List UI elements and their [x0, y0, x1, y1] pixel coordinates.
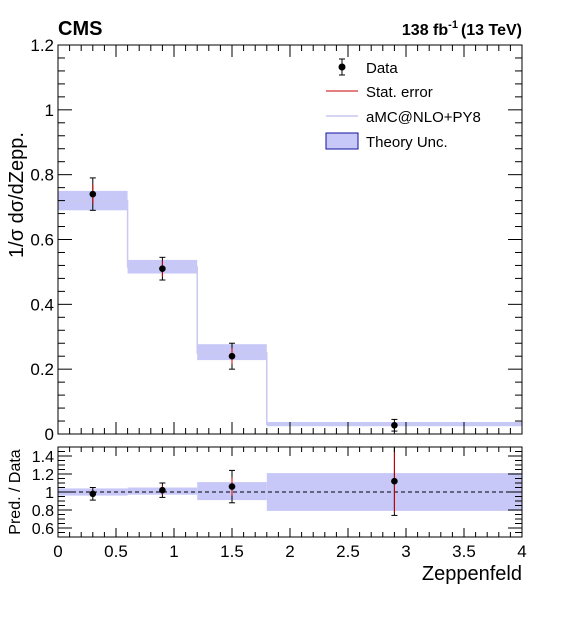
legend-entry-theory: aMC@NLO+PY8 [326, 109, 481, 126]
x-ticklabel-group: 0 0.5 1 1.5 2 2.5 3 3.5 4 [53, 542, 526, 561]
legend: Data Stat. error aMC@NLO+PY8 Theory Unc. [325, 58, 481, 151]
ratio-y-tick-label: 0.6 [32, 521, 54, 538]
main-y-tick-label: 0.4 [30, 295, 54, 314]
main-y-tick-label: 0.8 [30, 166, 54, 185]
x-tick-label: 0 [53, 542, 62, 561]
ratio-y-tick-label: 1.2 [32, 467, 54, 484]
x-tick-label: 1 [169, 542, 178, 561]
legend-entry-data: Data [338, 58, 398, 77]
data-point-group [89, 177, 398, 432]
data-point-marker [391, 421, 398, 429]
ratio-point-marker [228, 483, 236, 490]
ratio-y-tick-label: 1.4 [32, 449, 54, 466]
ratio-tick-group: 0.60.811.21.4 [32, 446, 523, 538]
ratio-panel: 0.60.811.21.4 0 0.5 1 1.5 2 2.5 3 3.5 4 Pred. / … [7, 446, 527, 585]
experiment-label: CMS [58, 18, 102, 40]
ratio-point-marker [89, 490, 97, 498]
legend-theory-unc-swatch [325, 132, 359, 150]
legend-label-stat-error: Stat. error [366, 84, 433, 101]
ratio-point-marker [391, 477, 398, 485]
x-tick-label: 1.5 [220, 542, 244, 561]
legend-data-marker [338, 63, 346, 71]
lumi-exponent: -1 [448, 19, 458, 31]
lumi-value: 138 fb [402, 22, 448, 39]
theory-line-group [58, 199, 522, 426]
luminosity-label: 138 fb-1 (13 TeV) [402, 19, 522, 39]
x-tick-label: 4 [517, 542, 526, 561]
ratio-y-tick-label: 0.8 [32, 503, 54, 520]
x-tick-label: 0.5 [104, 542, 128, 561]
ratio-point-marker [159, 486, 166, 494]
x-tick-label: 3 [401, 542, 410, 561]
main-y-tick-label: 1 [45, 101, 54, 120]
x-tick-label: 3.5 [452, 542, 476, 561]
main-panel: 0 0.2 0.4 0.6 0.8 1 1.2 1/σ dσ/dZepp. Data Sta… [6, 36, 523, 444]
legend-label-theory-unc: Theory Unc. [366, 134, 448, 151]
data-point-marker [159, 265, 166, 272]
x-tick-label: 2.5 [336, 542, 360, 561]
x-tick-label: 2 [285, 542, 294, 561]
main-y-tick-label: 0.2 [30, 360, 54, 379]
theory-step-line [58, 199, 522, 426]
main-y-tick-label: 0 [45, 425, 54, 444]
legend-label-data: Data [366, 60, 398, 77]
ratio-y-tick-label: 1 [45, 485, 54, 502]
legend-label-theory: aMC@NLO+PY8 [366, 109, 481, 126]
legend-entry-theory-unc: Theory Unc. [325, 132, 448, 151]
main-tick-group: 0 0.2 0.4 0.6 0.8 1 1.2 [30, 36, 523, 444]
lumi-energy: (13 TeV) [461, 22, 522, 39]
ratio-y-axis-label: Pred. / Data [7, 449, 24, 534]
x-axis-label: Zeppenfeld [422, 563, 522, 585]
main-y-tick-label: 1.2 [30, 36, 54, 55]
legend-entry-stat-error: Stat. error [326, 84, 433, 101]
ratio-point-group [89, 446, 398, 516]
data-point-marker [89, 190, 97, 198]
main-y-tick-label: 0.6 [30, 231, 54, 250]
data-point-marker [228, 352, 236, 360]
main-y-axis-label: 1/σ dσ/dZepp. [6, 132, 28, 258]
